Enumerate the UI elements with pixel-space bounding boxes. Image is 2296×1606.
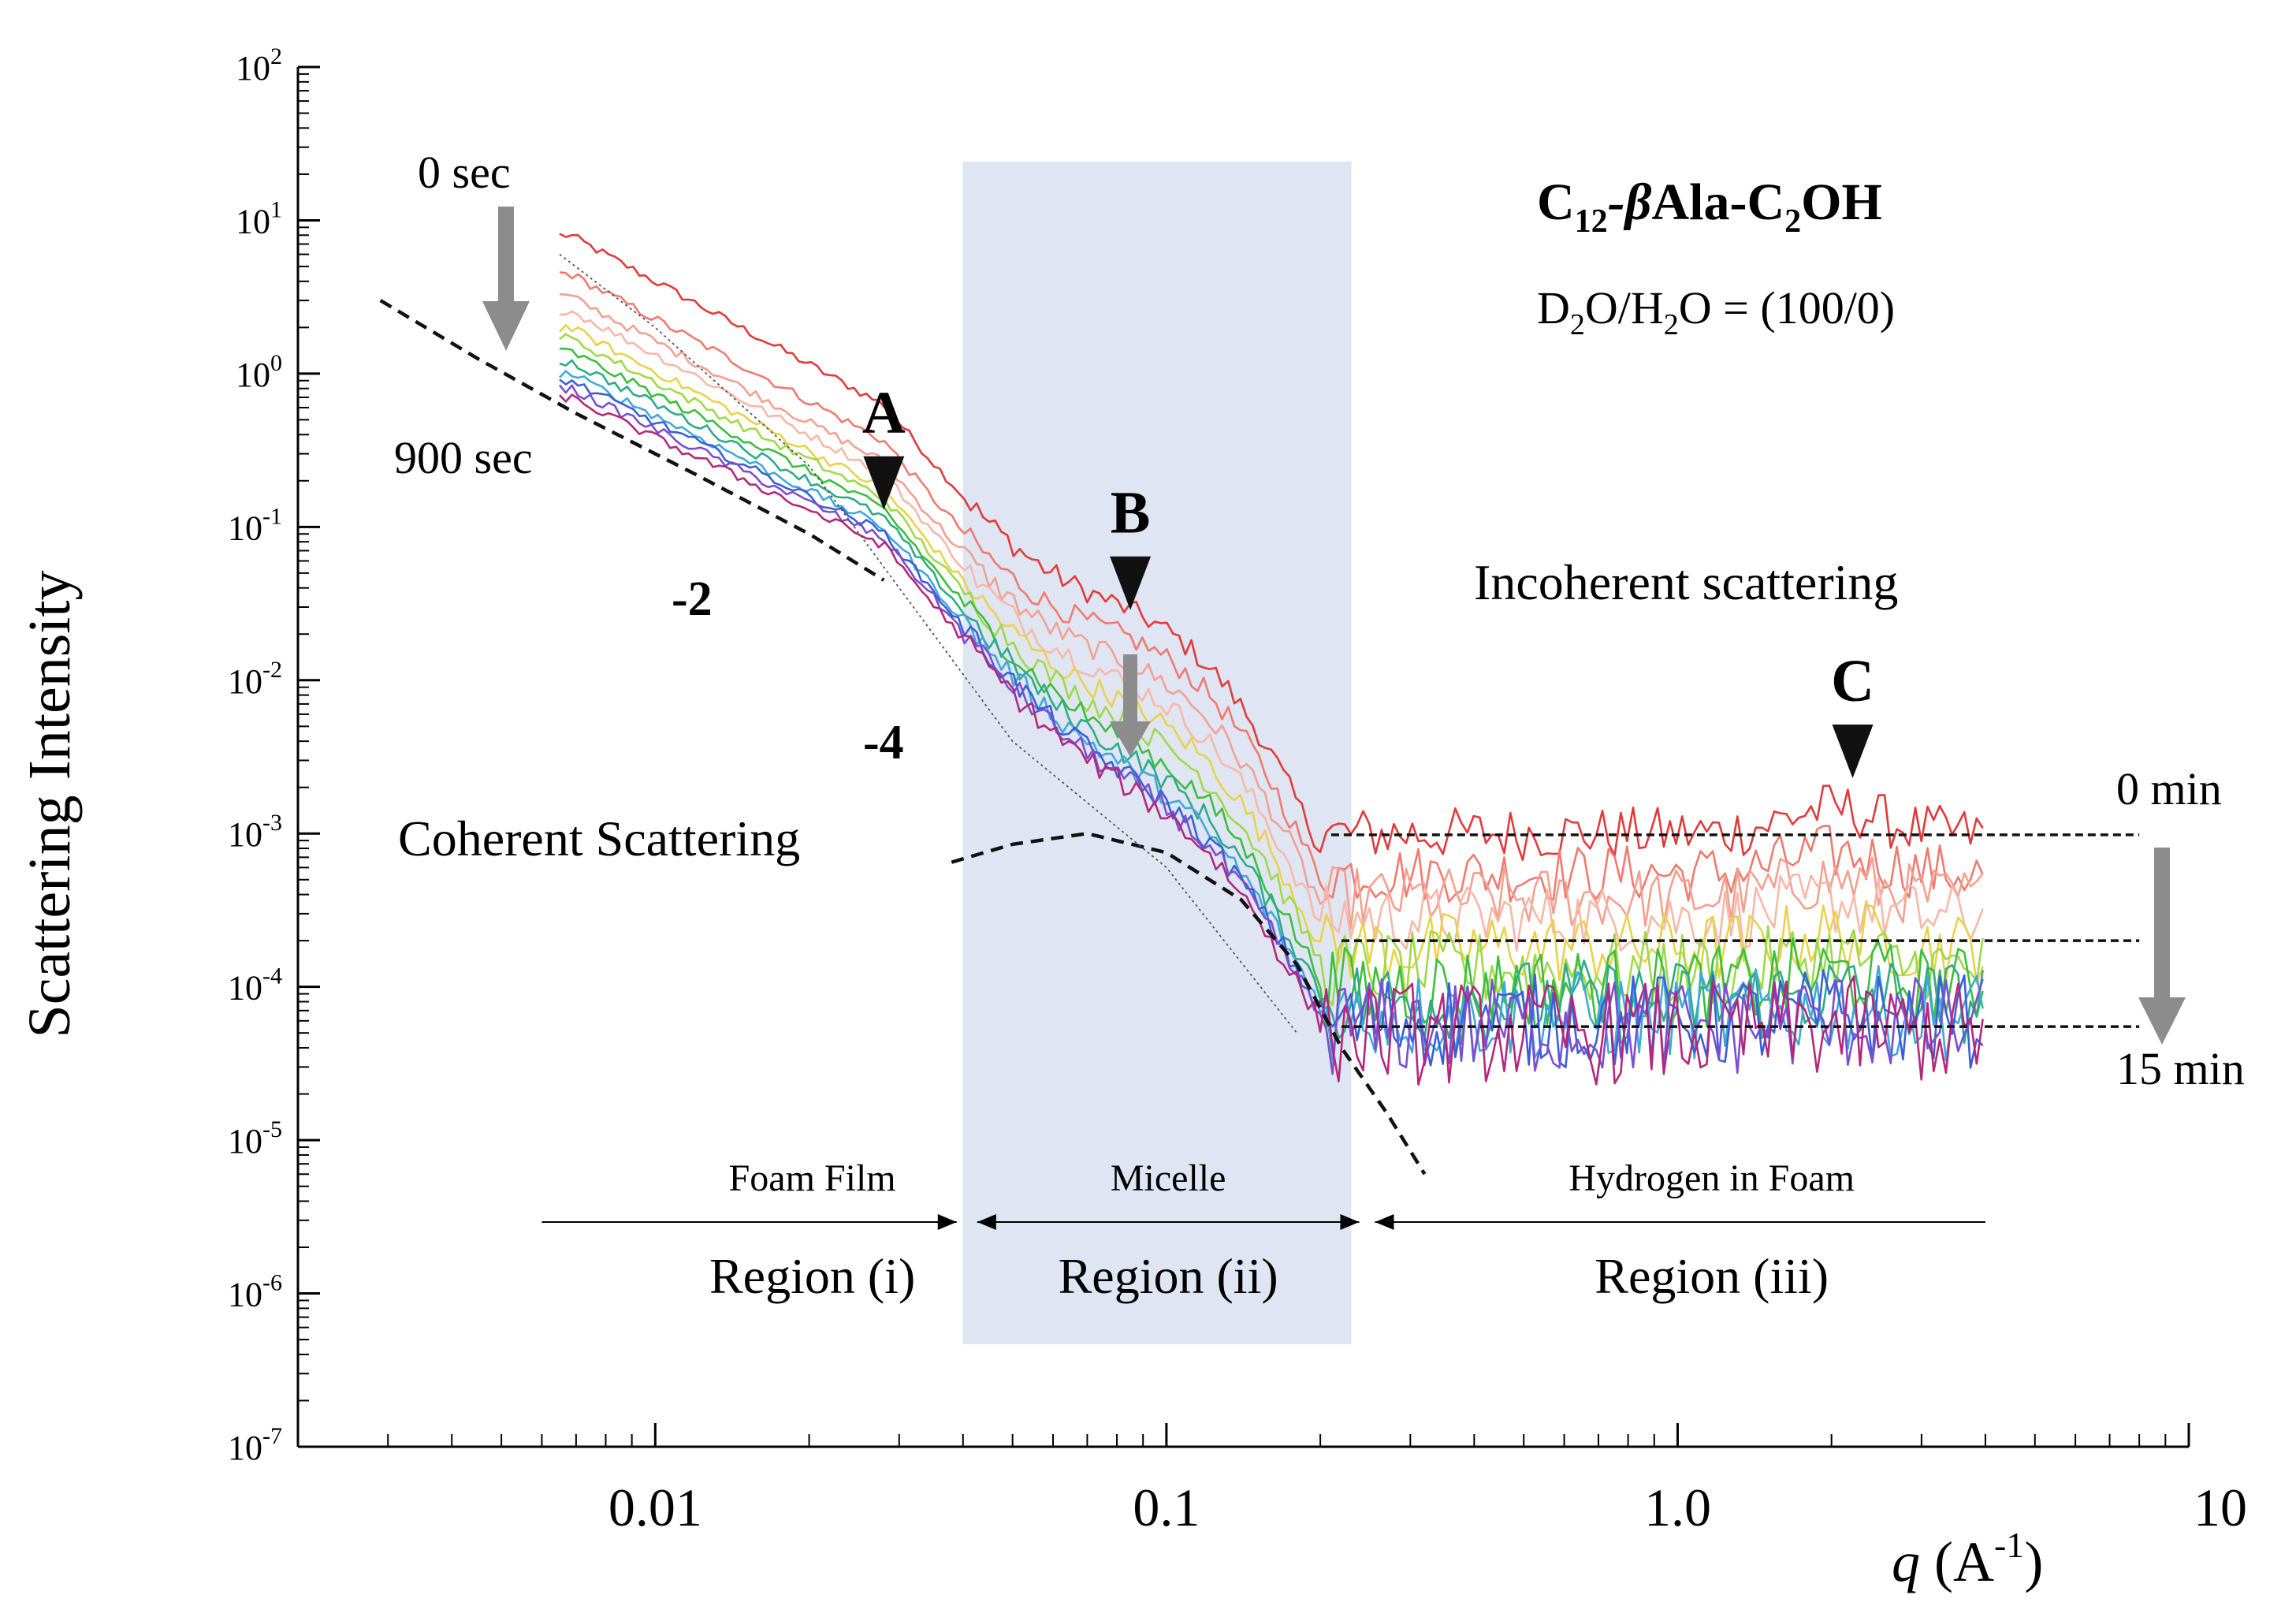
region-label: Region (iii) (1595, 1248, 1829, 1304)
region-arrow-head (1340, 1214, 1360, 1230)
chart-title: C12-βAla-C2OH (1537, 173, 1882, 240)
data-series-line (559, 271, 1984, 903)
marker-label: B (1111, 480, 1151, 546)
x-tick-label: 0.01 (608, 1477, 702, 1537)
y-axis-label: Scattering Intensity (17, 570, 83, 1038)
time-arrow-left (482, 207, 530, 351)
y-tick-label: 10-6 (228, 1270, 282, 1314)
y-tick-label: 102 (236, 43, 282, 88)
marker-label: C (1831, 648, 1874, 714)
data-series-line (559, 324, 1984, 985)
time-end-min: 15 min (2116, 1043, 2245, 1094)
time-end-sec: 900 sec (394, 432, 533, 483)
y-tick-label: 10-3 (228, 810, 282, 854)
region-label: Region (i) (709, 1248, 915, 1304)
y-tick-label: 10-5 (228, 1116, 282, 1161)
data-series-line (559, 293, 1984, 930)
chart-subtitle: D2O/H2O = (100/0) (1537, 282, 1895, 341)
incoherent-label: Incoherent scattering (1474, 554, 1898, 610)
region-description: Hydrogen in Foam (1568, 1157, 1855, 1199)
region-description: Micelle (1111, 1157, 1226, 1199)
time-start-min: 0 min (2116, 763, 2222, 814)
data-series-line (558, 384, 1984, 1075)
y-tick-label: 10-7 (228, 1423, 282, 1467)
data-series-line (559, 347, 1984, 1029)
data-series-line (559, 333, 1984, 1007)
region-arrow-head (977, 1214, 996, 1230)
data-series-line (559, 370, 1984, 1062)
region-arrow-head (937, 1214, 957, 1230)
x-axis-label: q (A-1) (1892, 1525, 2043, 1593)
time-start-sec: 0 sec (418, 147, 511, 198)
y-tick-label: 10-2 (228, 657, 282, 701)
x-tick-label: 10 (2194, 1477, 2247, 1537)
fit-curve-q-2-fit (379, 299, 885, 582)
y-tick-label: 100 (236, 350, 282, 394)
marker-triangle (1832, 724, 1874, 778)
marker-triangle (1110, 556, 1152, 610)
x-tick-label: 1.0 (1644, 1477, 1711, 1537)
micelle-arrow (1110, 654, 1151, 757)
x-tick-label: 0.1 (1133, 1477, 1200, 1537)
y-tick-label: 10-1 (228, 503, 282, 547)
data-series-line (559, 378, 1984, 1069)
marker-label: A (862, 380, 906, 446)
slope-label-4: -4 (863, 716, 904, 769)
region-arrow-head (1375, 1214, 1394, 1230)
slope-label-2: -2 (672, 572, 713, 626)
y-tick-label: 10-4 (228, 963, 282, 1008)
fit-curve-guide-line (559, 253, 1298, 1034)
region-label: Region (ii) (1059, 1248, 1278, 1304)
region-description: Foam Film (729, 1157, 896, 1199)
micelle-shaded-region (962, 162, 1352, 1344)
data-series-line (559, 233, 1984, 861)
coherent-label: Coherent Scattering (398, 810, 800, 866)
fit-curve-coherent-fit (951, 831, 1427, 1176)
marker-triangle (863, 456, 905, 510)
time-arrow-right (2138, 848, 2186, 1045)
y-tick-label: 101 (236, 196, 282, 240)
